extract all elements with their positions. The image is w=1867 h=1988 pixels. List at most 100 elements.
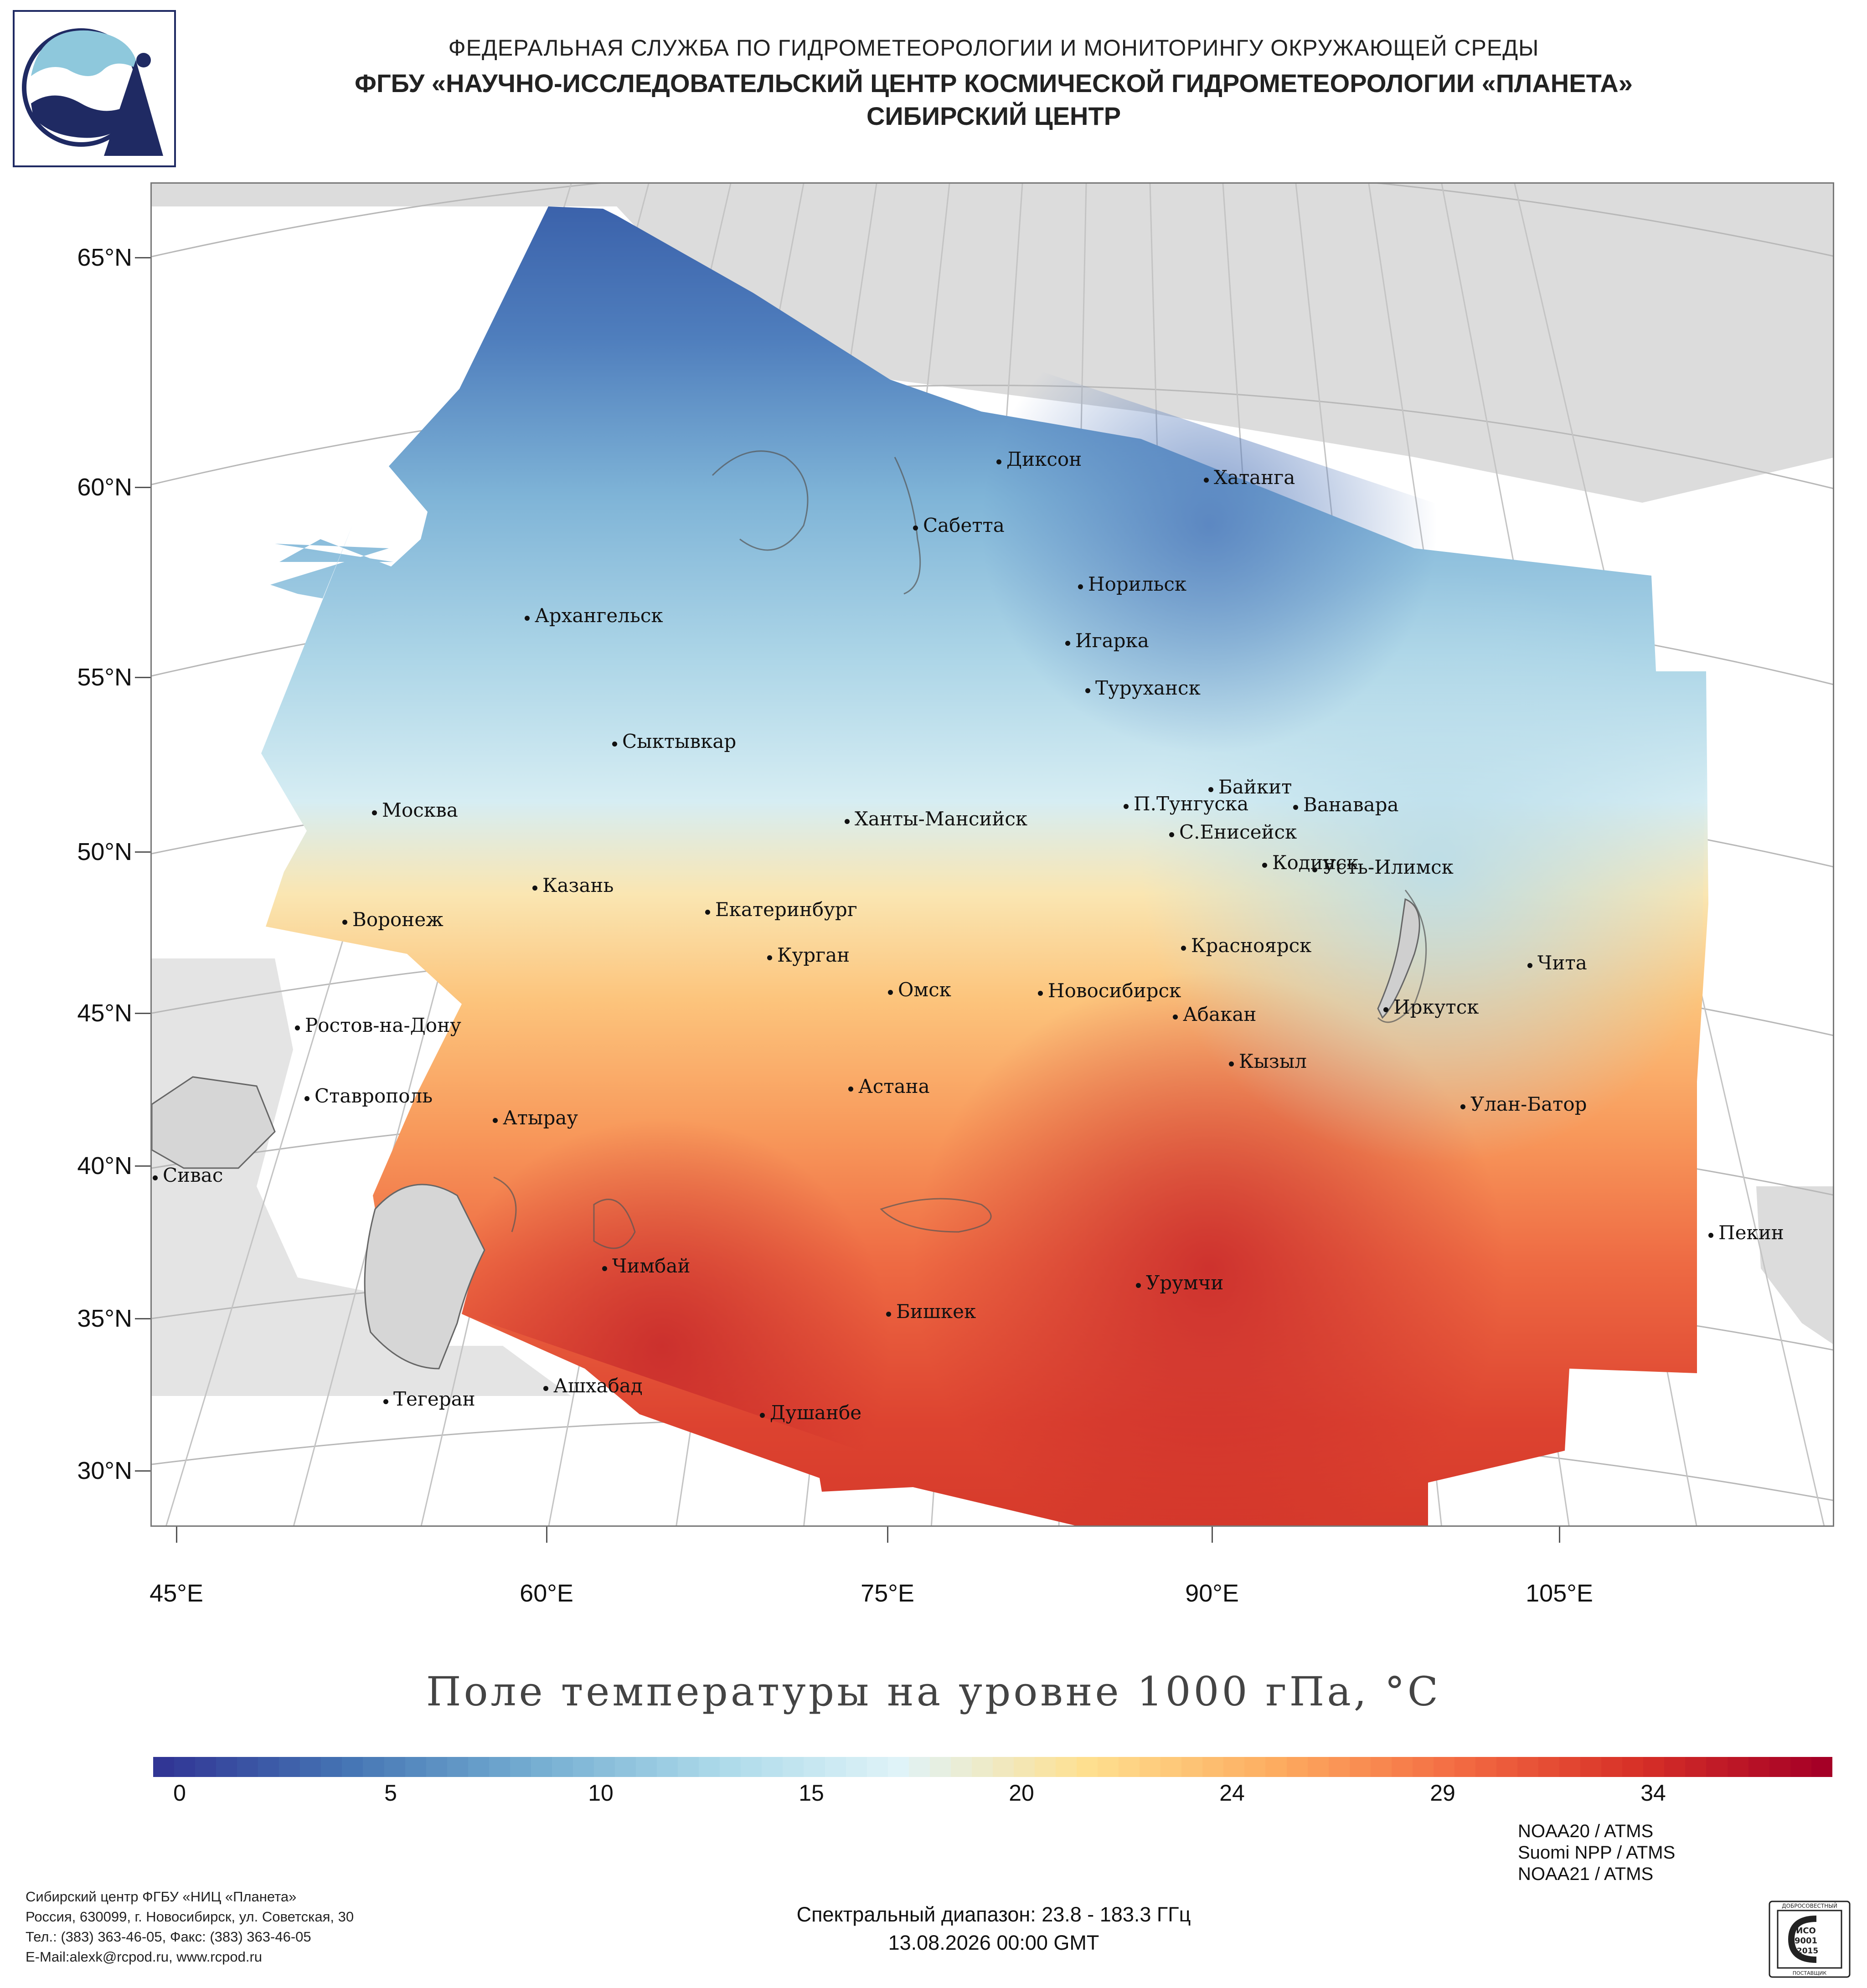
lon-label-75e: 75°E (861, 1580, 914, 1607)
colorbar-segment (342, 1757, 363, 1777)
lon-label-105e: 105°E (1526, 1580, 1593, 1607)
colorbar-segment (447, 1757, 468, 1777)
colorbar-segment (1433, 1757, 1454, 1777)
colorbar-segment (1370, 1757, 1392, 1777)
colorbar-segment (426, 1757, 447, 1777)
city-label-ust-ilimsk: Усть-Илимск (1322, 856, 1454, 878)
org-email: E-Mail:alexk@rcpod.ru, www.rcpod.ru (26, 1949, 263, 1965)
city-label-vanavara: Ванавара (1303, 793, 1399, 816)
colorbar-label: 34 (1640, 1780, 1666, 1806)
colorbar-segment (1056, 1757, 1077, 1777)
city-dot (1229, 1061, 1234, 1066)
colorbar-segment (1202, 1757, 1224, 1777)
colorbar-segment (825, 1757, 846, 1777)
institution-title: ФГБУ «НАУЧНО-ИССЛЕДОВАТЕЛЬСКИЙ ЦЕНТР КОС… (355, 69, 1633, 98)
colorbar-label: 0 (173, 1780, 186, 1806)
colorbar-segment (1790, 1757, 1811, 1777)
planeta-logo-icon (13, 10, 176, 167)
colorbar-segment (1664, 1757, 1686, 1777)
city-dot (1460, 1104, 1465, 1109)
colorbar-label: 29 (1430, 1780, 1455, 1806)
city-label-beijing: Пекин (1718, 1221, 1784, 1244)
city-dot (383, 1399, 388, 1404)
iso-top-text: ДОБРОСОВЕСТНЫЙ (1782, 1902, 1837, 1909)
sensor-item: NOAA20 / ATMS (1518, 1821, 1654, 1841)
colorbar-segment (1517, 1757, 1539, 1777)
colorbar-segment (1496, 1757, 1518, 1777)
city-label-bishkek: Бишкек (896, 1300, 976, 1323)
sensor-item: Suomi NPP / ATMS (1518, 1843, 1676, 1863)
colorbar-segment (510, 1757, 531, 1777)
colorbar-segment (1580, 1757, 1602, 1777)
city-dot (767, 955, 772, 960)
colorbar-segment (1538, 1757, 1560, 1777)
colorbar-segment (1349, 1757, 1371, 1777)
colorbar-segment (992, 1757, 1014, 1777)
colorbar-segment (363, 1757, 384, 1777)
city-dot (1169, 832, 1174, 837)
colorbar-segment (1769, 1757, 1790, 1777)
colorbar-segment (1160, 1757, 1182, 1777)
colorbar-segment (1077, 1757, 1098, 1777)
city-dot (1293, 805, 1298, 810)
colorbar-segment (1307, 1757, 1329, 1777)
colorbar-segment (195, 1757, 217, 1777)
city-label-astana: Астана (858, 1075, 930, 1097)
city-dot (1065, 641, 1070, 646)
city-dot (304, 1096, 309, 1101)
city-label-atyrau: Атырау (503, 1107, 578, 1129)
city-label-igarka: Игарка (1075, 629, 1149, 652)
colorbar-label: 10 (588, 1780, 614, 1806)
colorbar-segment (1098, 1757, 1119, 1777)
city-dot (886, 1312, 891, 1317)
colorbar-segment (1328, 1757, 1350, 1777)
city-dot (153, 1175, 158, 1180)
city-label-dushanbe: Душанбе (770, 1401, 862, 1424)
lon-tick (1559, 1527, 1560, 1543)
city-dot (1208, 787, 1213, 792)
iso-certification-icon: ДОБРОСОВЕСТНЫЙ ИСО 9001 -2015 ПОСТАВЩИК (1769, 1900, 1851, 1978)
lat-tick (135, 677, 150, 678)
lat-tick (135, 1470, 150, 1472)
colorbar-segment (866, 1757, 888, 1777)
colorbar-segment (615, 1757, 636, 1777)
sensor-item: NOAA21 / ATMS (1518, 1864, 1654, 1884)
colorbar-segment (216, 1757, 237, 1777)
city-label-ulan-bator: Улан-Батор (1470, 1093, 1587, 1115)
colorbar-segment (300, 1757, 321, 1777)
lat-label-55n: 55°N (77, 664, 132, 691)
city-label-urumqi: Урумчи (1146, 1272, 1224, 1294)
colorbar-segment (572, 1757, 594, 1777)
colorbar-label: 20 (1009, 1780, 1034, 1806)
city-label-kyzyl: Кызыл (1239, 1050, 1307, 1072)
city-label-turukhansk: Туруханск (1095, 677, 1201, 699)
city-dot (913, 525, 918, 530)
lon-tick (887, 1527, 888, 1543)
org-name: Сибирский центр ФГБУ «НИЦ «Планета» (26, 1889, 297, 1905)
city-label-p-tunguska: П.Тунгуска (1134, 793, 1249, 815)
lat-tick (135, 1013, 150, 1014)
city-label-omsk: Омск (898, 979, 951, 1001)
colorbar-label: 15 (799, 1780, 824, 1806)
city-label-abakan: Абакан (1183, 1003, 1257, 1025)
city-dot (845, 819, 850, 824)
city-dot (525, 616, 530, 621)
colorbar-segment (593, 1757, 615, 1777)
lat-label-50n: 50°N (77, 838, 132, 865)
chart-title: Поле температуры на уровне 1000 гПа, °C (426, 1668, 1441, 1715)
colorbar-segment (1286, 1757, 1308, 1777)
colorbar-segment (1748, 1757, 1769, 1777)
city-label-khanty-mansiysk: Ханты-Мансийск (855, 808, 1028, 830)
colorbar-segment (1181, 1757, 1203, 1777)
city-label-chimbay: Чимбай (612, 1255, 691, 1277)
city-dot (1136, 1283, 1141, 1288)
city-dot (612, 742, 617, 747)
colorbar-segment (531, 1757, 552, 1777)
city-dot (996, 459, 1001, 464)
lat-label-60n: 60°N (77, 474, 132, 501)
city-dot (1181, 946, 1186, 951)
colorbar-segment (1391, 1757, 1413, 1777)
city-label-kazan: Казань (542, 874, 614, 896)
city-label-rostov: Ростов-на-Дону (305, 1014, 461, 1036)
colorbar-segment (762, 1757, 783, 1777)
